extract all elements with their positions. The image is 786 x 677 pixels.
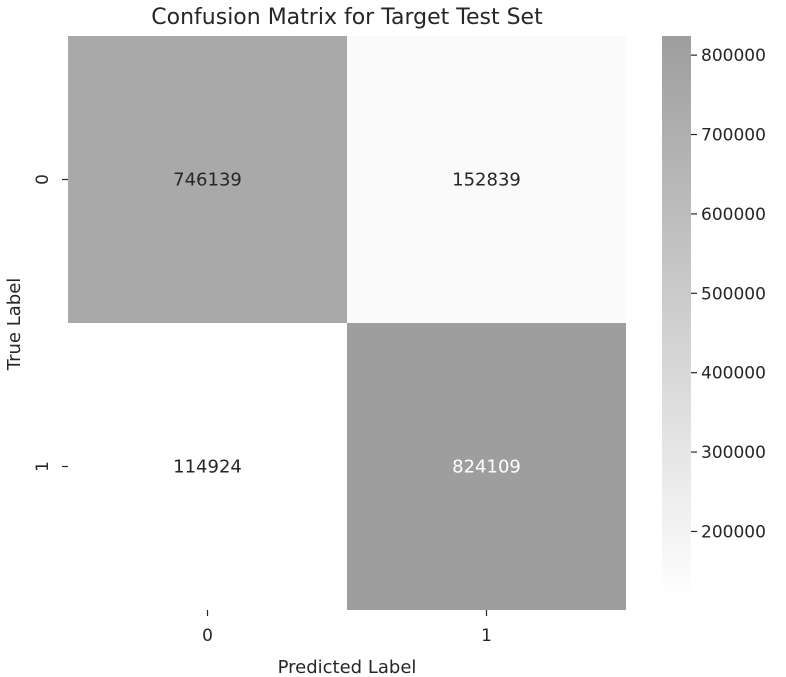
colorbar-tick-label-600000: 600000	[701, 205, 766, 225]
heatmap-cell-r0-c1	[347, 36, 626, 323]
chart-title: Confusion Matrix for Target Test Set	[151, 5, 543, 30]
heatmap-cell-r0-c0	[68, 36, 347, 323]
colorbar-tick-label-800000: 800000	[701, 46, 766, 66]
colorbar	[662, 36, 691, 599]
colorbar-tick-label-200000: 200000	[701, 522, 766, 542]
colorbar-tick-label-500000: 500000	[701, 284, 766, 304]
x-tick-label-1: 1	[481, 626, 492, 646]
cell-value-r0-c1: 152839	[452, 170, 521, 191]
cell-value-r1-c1: 824109	[452, 457, 521, 478]
x-tick-label-0: 0	[202, 626, 213, 646]
colorbar-ticks: 200000 300000 400000 500000 600000 700000 8000…	[691, 46, 766, 542]
colorbar-tick-label-400000: 400000	[701, 364, 766, 384]
y-tick-label-1: 1	[33, 461, 53, 472]
heatmap-cell-r1-c1	[347, 323, 626, 610]
cell-value-r0-c0: 746139	[173, 170, 242, 191]
heatmap-cell-r1-c0	[68, 323, 347, 610]
y-tick-label-0: 0	[33, 174, 53, 185]
heatmap-cells	[68, 36, 626, 610]
y-axis-ticks: 01	[33, 174, 68, 472]
cell-value-r1-c0: 114924	[173, 457, 242, 478]
heatmap-cell-labels: 746139 152839 114924 824109	[173, 170, 521, 478]
x-axis-label: Predicted Label	[278, 657, 417, 677]
y-axis-label: True Label	[4, 278, 25, 372]
colorbar-tick-label-300000: 300000	[701, 443, 766, 463]
colorbar-tick-label-700000: 700000	[701, 126, 766, 146]
